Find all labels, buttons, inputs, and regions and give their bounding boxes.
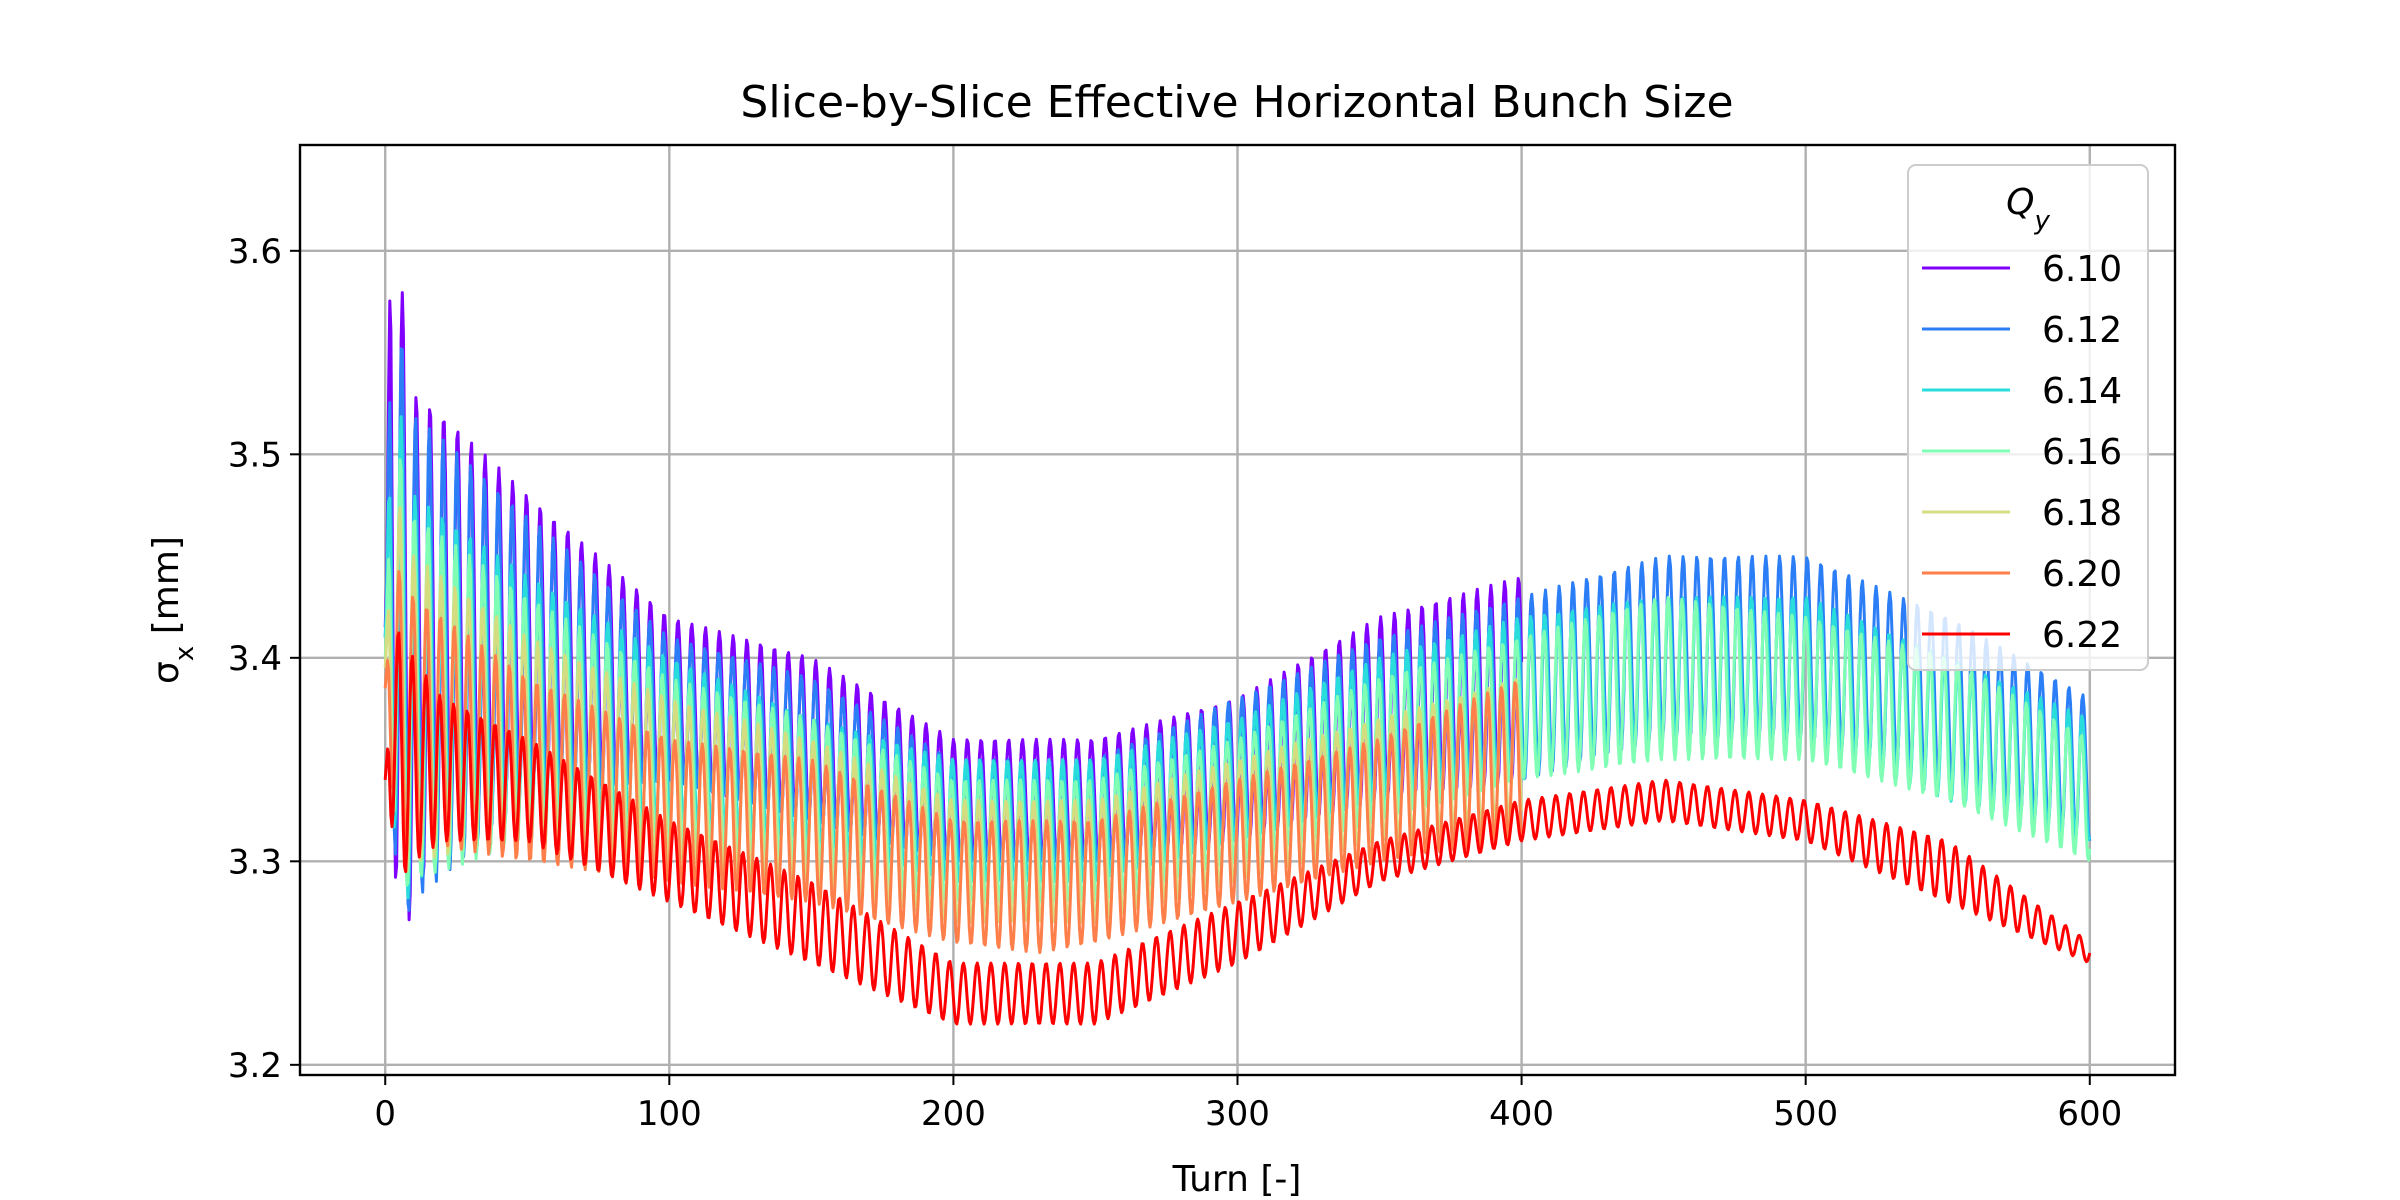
y-tick-label: 3.4 bbox=[228, 639, 282, 679]
legend-entry-label: 6.16 bbox=[2042, 432, 2122, 473]
x-tick-label: 400 bbox=[1489, 1094, 1554, 1134]
x-tick-label: 100 bbox=[637, 1094, 702, 1134]
x-tick-label: 600 bbox=[2057, 1094, 2122, 1134]
legend-entry-label: 6.18 bbox=[2042, 493, 2122, 534]
plot-area bbox=[383, 291, 2092, 1026]
chart-title: Slice-by-Slice Effective Horizontal Bunc… bbox=[740, 77, 1733, 128]
y-tick-label: 3.2 bbox=[228, 1046, 282, 1086]
legend-entry-label: 6.10 bbox=[2042, 249, 2122, 290]
x-tick-label: 300 bbox=[1205, 1094, 1270, 1134]
legend-entry-label: 6.20 bbox=[2042, 554, 2122, 595]
y-tick-label: 3.3 bbox=[228, 842, 282, 882]
legend-box bbox=[1907, 164, 2149, 671]
x-axis-label: Turn [-] bbox=[1172, 1159, 1302, 1200]
series-line-6-22 bbox=[383, 631, 2092, 1026]
legend: Qy 6.10 6.12 6.14 6.16 6.18 6.20 6.22 bbox=[1907, 164, 2149, 671]
legend-entry-label: 6.14 bbox=[2042, 371, 2122, 412]
axis-ticks: 0 100 200 300 400 500 600 3.2 3.3 3.4 3.5 3.6 bbox=[228, 232, 2122, 1134]
x-tick-label: 0 bbox=[374, 1094, 396, 1134]
x-tick-label: 500 bbox=[1773, 1094, 1838, 1134]
legend-entries: 6.10 6.12 6.14 6.16 6.18 6.20 6.22 bbox=[1922, 249, 2122, 656]
legend-title: Qy bbox=[2006, 182, 2050, 236]
y-axis-label: σx [mm] bbox=[146, 536, 200, 684]
y-tick-label: 3.6 bbox=[228, 232, 282, 272]
legend-entry-label: 6.12 bbox=[2042, 310, 2122, 351]
series-lines bbox=[383, 291, 2092, 1026]
y-tick-label: 3.5 bbox=[228, 435, 282, 475]
x-tick-label: 200 bbox=[921, 1094, 986, 1134]
legend-entry-label: 6.22 bbox=[2042, 615, 2122, 656]
